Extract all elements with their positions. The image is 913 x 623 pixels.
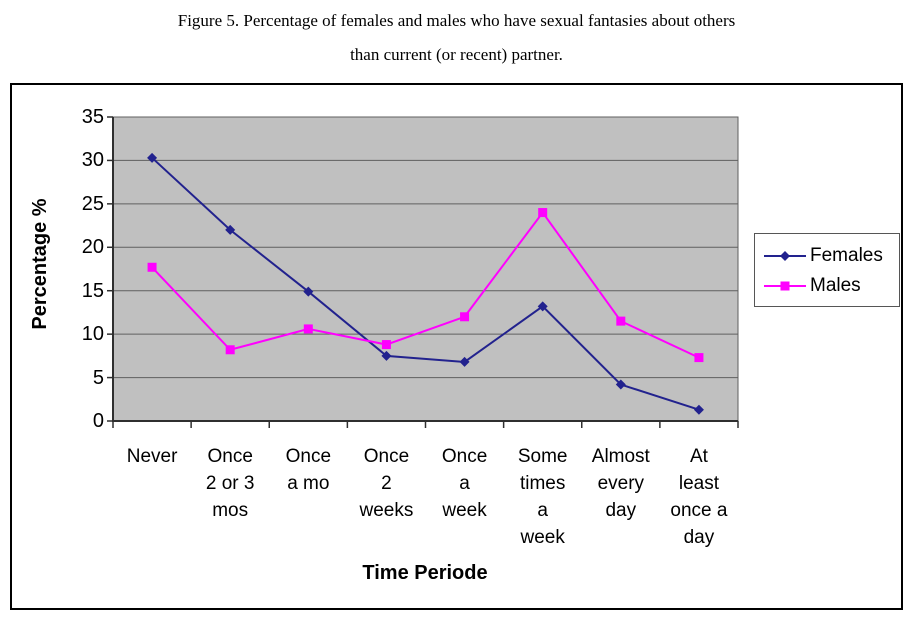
diamond-marker bbox=[615, 379, 626, 390]
diamond-marker bbox=[225, 224, 236, 235]
series-line bbox=[151, 210, 700, 359]
line-chart-canvas bbox=[107, 116, 739, 428]
x-category-label-7: At least once a day bbox=[670, 446, 728, 548]
x-category-label-6: Almost every day bbox=[591, 446, 650, 521]
diamond-marker bbox=[147, 152, 158, 163]
figure-title-line1: Figure 5. Percentage of females and male… bbox=[177, 11, 736, 30]
x-category-label-1: Once 2 or 3 mos bbox=[205, 446, 255, 521]
square-marker bbox=[303, 324, 313, 334]
x-category-label-2: Once a mo bbox=[285, 446, 332, 494]
square-marker bbox=[460, 312, 470, 322]
y-tick-label-20: 20 bbox=[81, 236, 104, 259]
square-marker bbox=[538, 208, 548, 218]
square-marker bbox=[381, 340, 391, 350]
diamond-marker bbox=[780, 251, 790, 261]
x-category-label-3: Once 2 weeks bbox=[359, 446, 414, 521]
legend-item-males: Males bbox=[764, 273, 895, 299]
y-tick-label-30: 30 bbox=[81, 149, 104, 172]
y-tick-label-25: 25 bbox=[81, 192, 104, 215]
square-marker bbox=[147, 262, 157, 272]
square-marker bbox=[780, 281, 790, 291]
diamond-marker bbox=[381, 350, 392, 361]
figure-title-line2: than current (or recent) partner. bbox=[350, 45, 563, 64]
y-tick-label-35: 35 bbox=[81, 106, 104, 128]
x-category-label-5: Some times a week bbox=[517, 446, 568, 548]
x-category-label-0: Never bbox=[126, 446, 178, 467]
x-category-label-4: Once a week bbox=[441, 446, 488, 521]
square-marker bbox=[616, 316, 626, 326]
y-axis-title: Percentage % bbox=[29, 198, 51, 330]
diamond-marker bbox=[537, 301, 548, 312]
y-tick-label-15: 15 bbox=[81, 279, 104, 302]
series-line bbox=[151, 157, 700, 411]
chart-frame: Percentage % Time Periode Females Males … bbox=[10, 83, 903, 610]
series-males bbox=[147, 208, 704, 363]
legend-label-females: Females bbox=[810, 245, 883, 266]
females-line-marker-icon bbox=[764, 251, 806, 261]
males-line-marker-icon bbox=[764, 281, 806, 291]
y-tick-label-0: 0 bbox=[92, 410, 104, 432]
x-axis-title: Time Periode bbox=[362, 562, 488, 584]
square-marker bbox=[225, 345, 235, 355]
diamond-marker bbox=[693, 404, 704, 415]
plot-area bbox=[112, 116, 739, 422]
square-marker bbox=[694, 353, 704, 363]
legend-item-females: Females bbox=[764, 243, 895, 269]
y-tick-label-5: 5 bbox=[92, 366, 104, 389]
legend-label-males: Males bbox=[810, 275, 861, 296]
diamond-marker bbox=[459, 356, 470, 367]
diamond-marker bbox=[303, 286, 314, 297]
y-tick-label-10: 10 bbox=[81, 323, 104, 346]
legend: Females Males bbox=[754, 233, 900, 307]
series-females bbox=[147, 152, 704, 415]
